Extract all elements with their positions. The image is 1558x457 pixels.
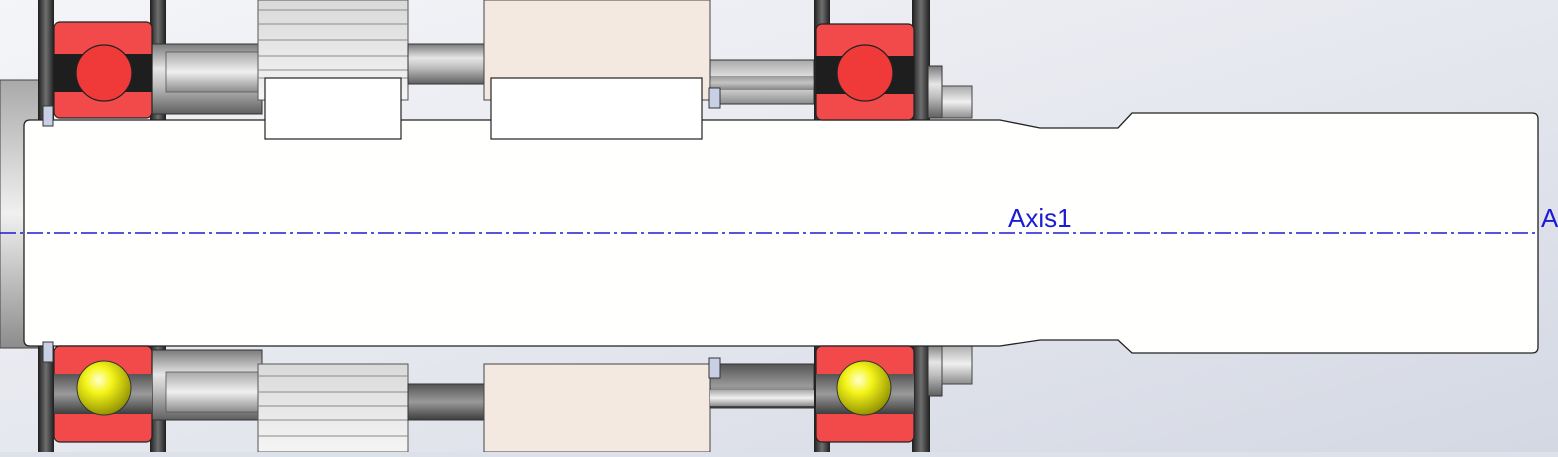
bearing-left-bottom-shaded xyxy=(53,345,153,443)
bearing-right-top-section xyxy=(815,23,915,121)
left-spacer-sleeve-bottom xyxy=(149,349,263,421)
gear-hub-bottom xyxy=(483,363,711,453)
keyway-pulley xyxy=(264,77,402,140)
toothed-pulley-bottom xyxy=(257,363,409,453)
bearing-right-bottom-shaded xyxy=(815,345,915,443)
retaining-ring-right-top xyxy=(708,87,721,109)
right-spacer-sleeve-top xyxy=(709,59,815,105)
axis-label-primary[interactable]: Axis1 xyxy=(1008,203,1072,233)
bearing-left-top-section xyxy=(53,21,153,119)
shaft-neck-bottom xyxy=(407,383,489,421)
left-spacer-sleeve-top xyxy=(149,43,263,115)
shaft-neck-top xyxy=(407,43,489,85)
retaining-ring-right-bottom xyxy=(708,357,721,379)
retaining-ring-left-top xyxy=(42,105,54,127)
right-spacer-sleeve-bottom xyxy=(709,363,815,409)
retaining-ring-left-bottom xyxy=(42,341,54,363)
keyway-gear xyxy=(490,77,703,140)
axis-label-secondary[interactable]: A xyxy=(1541,203,1558,233)
main-shaft xyxy=(23,112,1539,354)
